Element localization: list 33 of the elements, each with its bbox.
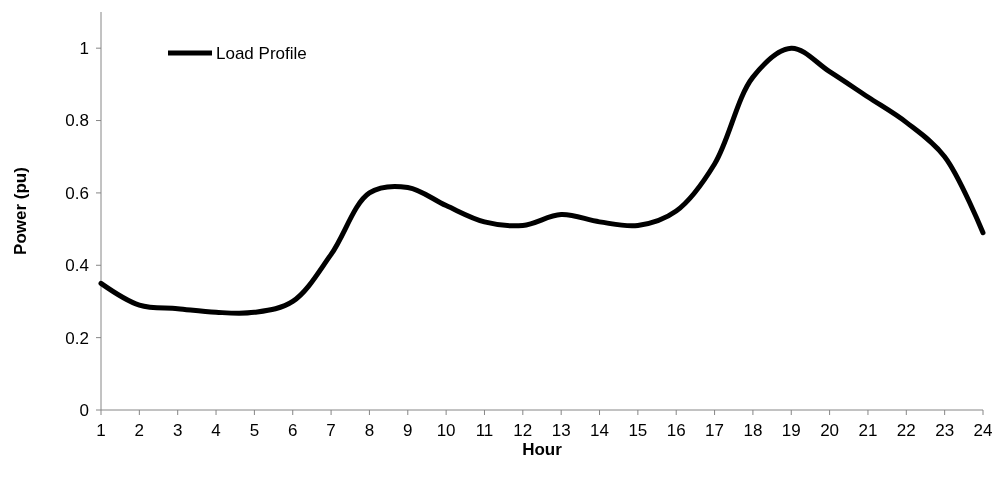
x-tick-label: 22 xyxy=(896,421,916,440)
x-tick-label: 1 xyxy=(96,421,106,440)
x-tick-label: 8 xyxy=(364,421,375,440)
x-tick-label: 16 xyxy=(666,421,686,440)
x-tick-label: 4 xyxy=(211,421,221,440)
x-tick-label: 12 xyxy=(513,421,533,440)
x-tick-label: 11 xyxy=(475,421,494,440)
y-tick-label: 1 xyxy=(79,39,89,59)
x-tick-label: 23 xyxy=(935,421,955,440)
x-tick-label: 17 xyxy=(705,421,725,440)
x-tick-label: 14 xyxy=(590,421,609,440)
x-tick-label: 7 xyxy=(326,421,336,440)
x-tick-label: 6 xyxy=(288,421,298,440)
x-tick-label: 21 xyxy=(858,421,878,440)
y-axis-title: Power (pu) xyxy=(11,167,30,255)
x-tick-label: 13 xyxy=(551,421,571,440)
x-tick-label: 2 xyxy=(134,421,145,440)
y-tick-label: 0.8 xyxy=(65,111,89,131)
x-tick-label: 19 xyxy=(781,421,801,440)
y-tick-label: 0.4 xyxy=(65,256,89,276)
x-tick-label: 9 xyxy=(403,421,413,440)
x-tick-label: 24 xyxy=(973,421,993,440)
y-tick-label: 0 xyxy=(79,400,89,420)
x-tick-label: 18 xyxy=(743,421,763,440)
x-axis-title: Hour xyxy=(522,440,563,459)
y-tick-label: 0.6 xyxy=(65,183,89,203)
x-tick-label: 5 xyxy=(249,421,260,440)
x-tick-label: 10 xyxy=(436,421,456,440)
x-tick-label: 3 xyxy=(172,421,183,440)
legend-label: Load Profile xyxy=(216,43,307,63)
x-tick-label: 15 xyxy=(628,421,648,440)
y-tick-label: 0.2 xyxy=(65,328,89,348)
x-tick-label: 20 xyxy=(820,421,840,440)
